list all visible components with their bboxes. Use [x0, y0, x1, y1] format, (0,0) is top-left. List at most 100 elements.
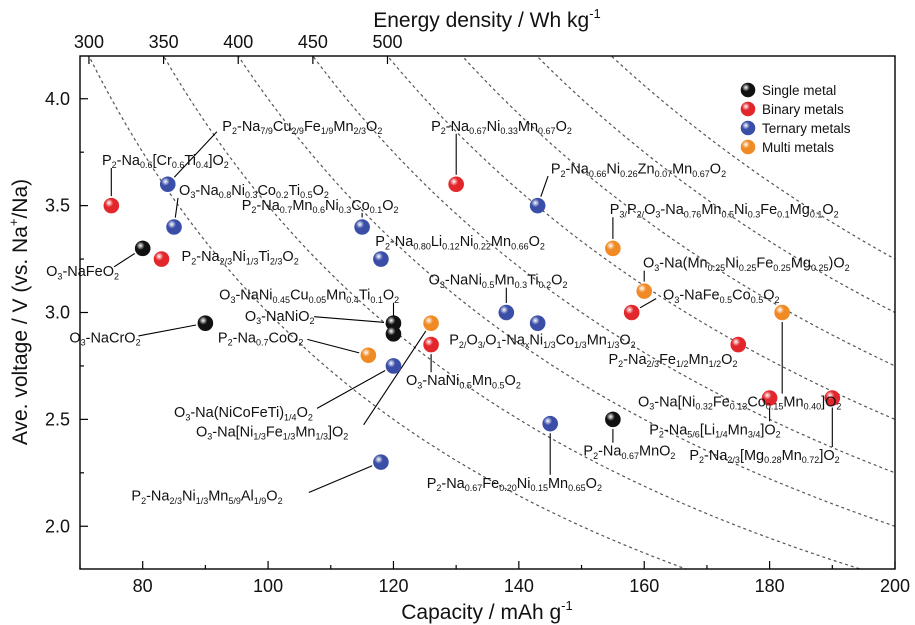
- point-1-5: [730, 336, 747, 353]
- point-label-0-2: O3-NaNiO2: [245, 309, 315, 326]
- point-label-1-1: P2-Na2/3Ni1/3Ti2/3O2: [182, 249, 299, 266]
- point-0-3: [385, 326, 402, 342]
- x-tick-label-180: 180: [755, 576, 785, 596]
- y-tick-label-3.5: 3.5: [45, 196, 70, 216]
- point-2-3: [373, 251, 389, 267]
- point-1-0: [103, 197, 120, 214]
- point-label-3-3: O3-Na(Mn0.25Ni0.25Fe0.25Mg0.25)O2: [643, 256, 850, 273]
- energy-density-isolines: [88, 56, 895, 569]
- leader-2-7: [316, 370, 386, 409]
- point-0-0: [134, 240, 151, 257]
- point-2-1: [166, 219, 182, 235]
- legend: Single metal Binary metals Ternary metals M…: [740, 82, 851, 155]
- point-1-1: [153, 251, 170, 267]
- energy-tick-label-400: 400: [223, 32, 253, 52]
- y-tick-label-2: 2.0: [45, 516, 70, 536]
- legend-label-1: Binary metals: [762, 102, 844, 117]
- isoline-400: [237, 56, 895, 527]
- point-label-1-6: P2-Na5/6[Li1/4Mn3/4]O2: [649, 422, 780, 439]
- point-label-1-2: P2-Na0.67Ni0.33Mn0.67O2: [431, 119, 572, 136]
- x-tick-label-120: 120: [378, 576, 408, 596]
- point-label-1-5: P2-Na2/3Fe1/2Mn1/2O2: [608, 352, 737, 369]
- energy-density-axis-ticks: 300 350 400 450 500: [74, 32, 403, 64]
- point-3-2: [605, 240, 621, 257]
- legend-label-2: Ternary metals: [762, 121, 851, 136]
- data-points: [103, 176, 841, 470]
- point-2-0: [159, 176, 176, 193]
- x-tick-label-160: 160: [629, 576, 659, 596]
- point-label-2-2: P2-Na0.7Mn0.6Ni0.3Co0.1O2: [242, 198, 399, 215]
- leader-2-1: [174, 197, 179, 218]
- data-point-labels: O3-NaFeO2 O3-NaCrO2 O3-NaNiO2 O3-NaNi0.45Cu…: [46, 119, 850, 506]
- point-1-2: [448, 176, 464, 193]
- point-2-4: [529, 197, 546, 214]
- isoline-550: [461, 56, 895, 367]
- point-1-4: [623, 304, 640, 321]
- point-1-3: [423, 336, 439, 353]
- point-label-2-3: P2-Na0.80Li0.12Ni0.22Mn0.66O2: [375, 234, 545, 251]
- x-axis-ticks: 80 100 120 140 160 180 200: [79, 561, 910, 596]
- leader-0-0: [113, 253, 135, 268]
- point-3-4: [774, 304, 790, 321]
- point-2-8: [542, 415, 558, 432]
- legend-marker-1: [740, 101, 756, 117]
- x-tick-label-140: 140: [504, 576, 534, 596]
- energy-tick-label-500: 500: [372, 32, 402, 52]
- leader-2-0: [173, 131, 218, 178]
- leader-0-1: [138, 324, 197, 337]
- point-label-2-6: P2/O3/O1-NaxNi1/3Co1/3Mn1/3O2: [449, 333, 635, 350]
- x-tick-label-100: 100: [253, 576, 283, 596]
- point-2-9: [373, 454, 389, 470]
- x-tick-label-200: 200: [880, 576, 910, 596]
- y-tick-label-4: 4.0: [45, 89, 70, 109]
- leader-3-1: [307, 338, 360, 354]
- point-label-2-8: P2-Na0.67Fe0.20Ni0.15Mn0.65O2: [427, 476, 602, 493]
- point-label-1-0: P2-Na0.6[Cr0.6Ti0.4]O2: [102, 153, 229, 170]
- energy-density-axis-title: Energy density / Wh kg-1: [373, 6, 601, 32]
- point-label-3-2: P3/P2/O3-Na0.76Mn0.5Ni0.3Fe0.1Mg0.1O2: [610, 202, 839, 219]
- isoline-450: [312, 56, 895, 474]
- y-tick-label-2.5: 2.5: [45, 409, 70, 429]
- y-axis-title: Ave. voltage / V (vs. Na+/Na): [6, 179, 32, 445]
- legend-label-0: Single metal: [762, 83, 836, 98]
- point-label-1-7: P2-Na2/3[Mg0.28Mn0.72]O2: [689, 448, 839, 465]
- leader-2-9: [308, 465, 373, 494]
- x-tick-label-80: 80: [133, 576, 153, 596]
- point-0-1: [197, 315, 214, 331]
- point-label-0-0: O3-NaFeO2: [46, 264, 119, 281]
- point-label-2-5: O3-NaNi0.5Mn0.3Ti0.2O2: [429, 273, 568, 290]
- y-axis-ticks: 2.0 2.5 3.0 3.5 4.0: [45, 89, 88, 536]
- point-label-0-4: P2-Na0.67MnO2: [583, 444, 675, 461]
- isoline-500: [386, 56, 895, 420]
- label-leader-lines: [110, 131, 833, 494]
- point-2-2: [354, 219, 370, 235]
- point-0-4: [605, 411, 621, 428]
- point-label-2-9: P2-Na2/3Ni1/3Mn5/9Al1/9O2: [131, 489, 282, 506]
- point-label-3-1: P2-Na0.7CoO2: [218, 330, 303, 347]
- point-label-1-3: O3-NaNi0.5Mn0.5O2: [406, 373, 521, 390]
- point-3-3: [636, 283, 653, 299]
- point-1-6: [761, 390, 778, 406]
- energy-tick-label-350: 350: [149, 32, 179, 52]
- energy-tick-label-450: 450: [298, 32, 328, 52]
- leader-2-4: [540, 175, 549, 197]
- point-label-2-4: P2-Na0.66Ni0.26Zn0.07Mn0.67O2: [551, 162, 726, 179]
- leader-1-4: [639, 298, 657, 309]
- point-label-3-4: O3-Na[Ni0.32Fe0.13Co0.15Mn0.40]O2: [638, 395, 841, 412]
- legend-marker-0: [740, 82, 756, 98]
- point-label-0-1: O3-NaCrO2: [69, 330, 140, 347]
- leader-3-0: [363, 330, 427, 426]
- leader-0-2: [314, 316, 385, 323]
- point-label-2-0: P2-Na7/9Cu2/9Fe1/9Mn2/3O2: [222, 119, 382, 136]
- point-2-6: [529, 315, 546, 331]
- point-3-0: [423, 315, 439, 331]
- y-tick-label-3: 3.0: [45, 303, 70, 323]
- legend-marker-2: [740, 120, 756, 136]
- legend-label-3: Multi metals: [762, 140, 834, 155]
- point-3-1: [360, 347, 377, 364]
- point-label-2-1: O3-Na0.8Ni0.3Co0.2Ti0.5O2: [179, 183, 329, 200]
- point-1-7: [824, 390, 841, 406]
- x-axis-title: Capacity / mAh g-1: [401, 598, 572, 624]
- point-label-2-7: O3-Na(NiCoFeTi)1/4O2: [174, 405, 313, 422]
